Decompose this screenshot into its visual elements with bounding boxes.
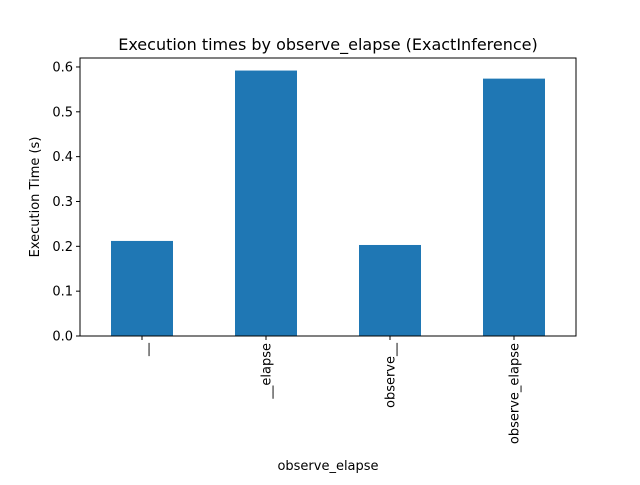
y-tick-label-2: 0.2 — [52, 240, 73, 255]
x-tick-label-2: observe__ — [384, 343, 399, 409]
y-tick-label-4: 0.4 — [52, 150, 73, 165]
bar-1 — [235, 70, 297, 336]
bar-0 — [111, 240, 173, 336]
x-axis-label: observe_elapse — [277, 459, 378, 474]
y-tick-label-3: 0.3 — [52, 195, 73, 210]
y-axis-label: Execution Time (s) — [28, 137, 43, 258]
y-tick-label-6: 0.6 — [52, 60, 73, 75]
bar-2 — [359, 244, 421, 336]
bars-layer — [111, 70, 545, 337]
chart-title: Execution times by observe_elapse (Exact… — [118, 35, 538, 55]
x-tick-label-1: __elapse — [260, 343, 275, 400]
y-tick-label-0: 0.0 — [52, 330, 73, 345]
x-tick-label-0: __ — [136, 343, 151, 358]
y-axis: 0.0 0.1 0.2 0.3 0.4 0.5 0.6 — [52, 60, 80, 345]
bar-3 — [483, 78, 545, 337]
x-axis: __ __elapse observe__ observe_elapse — [136, 336, 523, 444]
y-tick-label-5: 0.5 — [52, 105, 73, 120]
plot-frame — [79, 57, 577, 337]
y-tick-label-1: 0.1 — [52, 285, 73, 300]
x-tick-label-3: observe_elapse — [508, 343, 523, 444]
